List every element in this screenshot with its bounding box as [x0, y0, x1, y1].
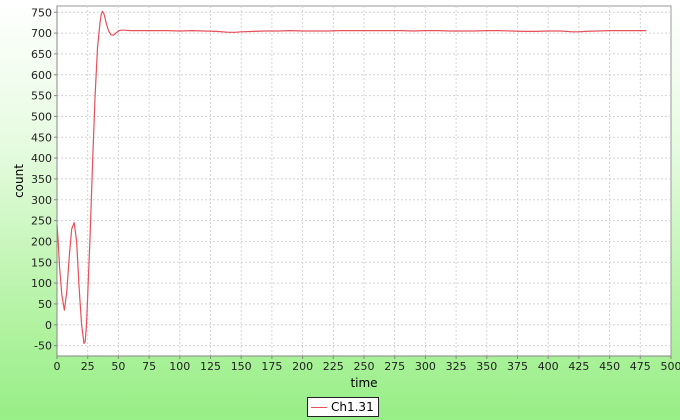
x-tick-label: 250: [354, 360, 375, 373]
legend: Ch1.31: [307, 397, 379, 417]
y-tick-label: 350: [31, 173, 52, 186]
y-tick-label: 750: [31, 6, 52, 19]
y-tick-label: 450: [31, 131, 52, 144]
x-tick-label: 475: [630, 360, 651, 373]
y-tick-label: 50: [38, 298, 52, 311]
y-tick-label: 100: [31, 277, 52, 290]
y-tick-label: 500: [31, 110, 52, 123]
series-layer: [56, 10, 647, 345]
x-tick-label: 375: [507, 360, 528, 373]
y-tick-label: 150: [31, 256, 52, 269]
x-tick-label: 400: [538, 360, 559, 373]
x-tick-label: 150: [231, 360, 252, 373]
y-tick-label: 550: [31, 90, 52, 103]
y-tick-label: 400: [31, 152, 52, 165]
x-tick-label: 450: [599, 360, 620, 373]
legend-swatch: [311, 406, 327, 408]
x-tick-label: 25: [81, 360, 95, 373]
plot-area: [56, 5, 672, 357]
y-tick-label: 650: [31, 48, 52, 61]
y-tick-label: 200: [31, 235, 52, 248]
x-tick-label: 200: [292, 360, 313, 373]
y-tick-label: 250: [31, 215, 52, 228]
x-tick-label: 300: [415, 360, 436, 373]
x-tick-label: 125: [200, 360, 221, 373]
x-tick-label: 325: [446, 360, 467, 373]
y-tick-label: 300: [31, 194, 52, 207]
y-tick-label: -50: [34, 340, 52, 353]
x-tick-label: 100: [169, 360, 190, 373]
series-line-ch1-31: [56, 10, 647, 345]
x-tick-label: 225: [323, 360, 344, 373]
x-tick-label: 50: [111, 360, 125, 373]
y-axis-label: count: [12, 164, 26, 198]
x-tick-label: 425: [568, 360, 589, 373]
x-tick-label: 500: [661, 360, 680, 373]
y-tick-label: 0: [45, 319, 52, 332]
y-tick-label: 600: [31, 69, 52, 82]
y-axis-ticks: -50 0 50 100 150 200 250 300 350 400 450 500 550 600 6…: [31, 6, 57, 353]
legend-label: Ch1.31: [331, 400, 374, 414]
x-tick-label: 175: [261, 360, 282, 373]
x-tick-label: 350: [476, 360, 497, 373]
x-axis-ticks: 0 25 50 75 100 125 150 175 200 225 250 275 300 325 350…: [54, 356, 680, 373]
x-axis-label: time: [350, 376, 377, 390]
x-tick-label: 0: [54, 360, 61, 373]
y-tick-label: 700: [31, 27, 52, 40]
x-tick-label: 275: [384, 360, 405, 373]
x-tick-label: 75: [142, 360, 156, 373]
